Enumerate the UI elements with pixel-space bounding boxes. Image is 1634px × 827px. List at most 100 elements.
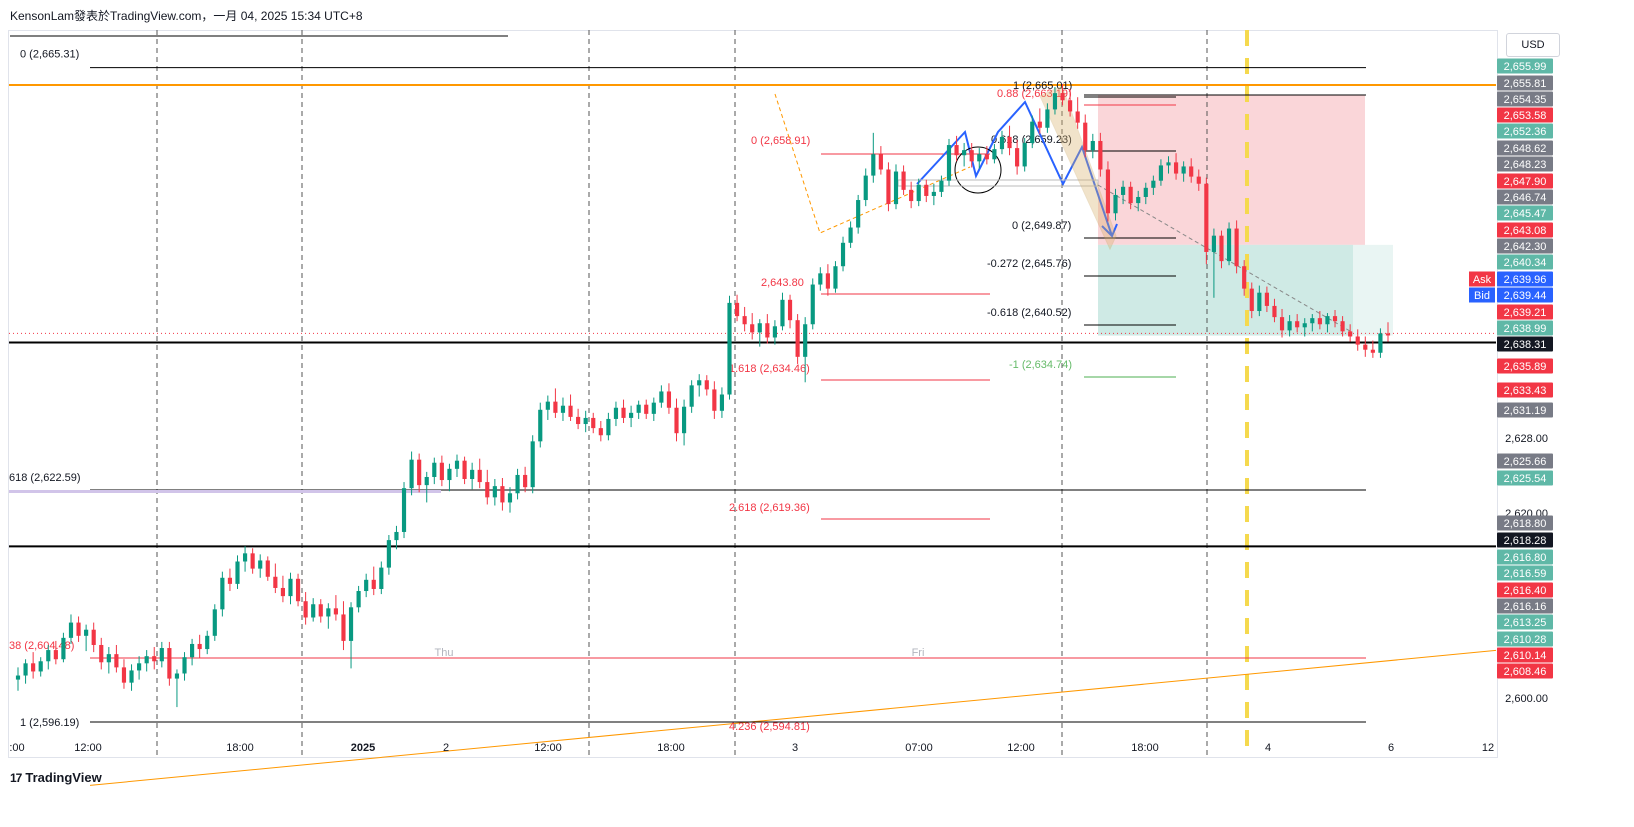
candle-body — [31, 663, 36, 672]
tradingview-logo[interactable]: 17 TradingView — [10, 770, 102, 785]
candle — [129, 664, 134, 691]
candle-body — [205, 635, 210, 650]
candle-body — [1234, 228, 1239, 267]
candle-body — [432, 462, 437, 477]
candle — [886, 162, 891, 212]
candle-body — [787, 299, 793, 321]
price-label: 2,646.74 — [1504, 192, 1547, 204]
candle-body — [901, 171, 906, 190]
candle — [1355, 329, 1360, 351]
candle — [750, 313, 755, 340]
candle — [598, 420, 603, 442]
candle — [250, 548, 255, 574]
candle — [1219, 230, 1224, 269]
price-label-bg — [1497, 254, 1553, 270]
candle — [417, 453, 422, 493]
x-tick-label-3: 2 — [443, 742, 449, 754]
price-label: 2,638.99 — [1504, 323, 1547, 335]
x-tick-label-4: 12:00 — [534, 742, 562, 754]
candle — [848, 221, 853, 248]
ask-tag: Ask — [1473, 274, 1492, 286]
candle-body — [295, 578, 301, 602]
candle-body — [931, 191, 936, 196]
trendline-bottom — [89, 649, 1497, 786]
candle-body — [818, 273, 823, 285]
candle-body — [757, 323, 762, 333]
price-label-bg — [1497, 58, 1553, 74]
candle — [1196, 169, 1201, 191]
price-label: 2,613.25 — [1504, 617, 1547, 629]
candle — [742, 306, 747, 332]
price-label-bg — [1497, 91, 1553, 107]
price-label-bg — [1497, 631, 1553, 647]
candle-body — [1332, 316, 1338, 322]
x-tick-label-10: 4 — [1265, 742, 1271, 754]
candle — [348, 602, 354, 669]
candle-body — [568, 405, 573, 417]
candle — [1052, 87, 1058, 115]
candle — [424, 471, 429, 503]
candle — [946, 138, 952, 186]
candle-body — [659, 391, 664, 403]
candle — [1105, 161, 1111, 222]
candle — [212, 604, 217, 641]
candle — [409, 451, 414, 496]
candle-body — [258, 560, 263, 569]
candle-body — [1257, 292, 1262, 312]
candle — [780, 292, 785, 331]
candle — [560, 397, 566, 421]
chart-header-title: KensonLam發表於TradingView.com，一月 04, 2025 … — [10, 9, 363, 23]
candle — [1302, 318, 1307, 337]
candle-body — [1068, 100, 1073, 112]
candle-body — [553, 401, 558, 413]
candle-body — [538, 409, 543, 442]
candle-body — [1030, 121, 1035, 144]
candle-body — [848, 227, 853, 243]
candle-body — [840, 242, 846, 267]
candle — [1310, 314, 1315, 332]
candle-body — [129, 670, 134, 683]
candle — [1249, 282, 1254, 319]
candle — [856, 194, 861, 234]
candle — [152, 647, 157, 670]
fib-mid-label-2: 1.618 (2,634.46) — [729, 363, 810, 375]
candle — [765, 314, 770, 344]
day-label-1: Fri — [912, 647, 925, 659]
candle-body — [1249, 288, 1254, 312]
price-label: 2,645.47 — [1504, 208, 1547, 220]
candle-body — [288, 578, 293, 597]
candle-body — [833, 266, 838, 289]
candle — [810, 278, 815, 330]
candle — [576, 408, 581, 430]
candle-body — [1242, 266, 1247, 289]
candle — [311, 598, 316, 622]
candle — [477, 458, 482, 489]
candle — [371, 566, 376, 596]
candle — [341, 601, 346, 651]
price-label: 2,631.19 — [1504, 405, 1547, 417]
fib-right-label-6: -1 (2,634.74) — [1009, 359, 1072, 371]
candle — [46, 644, 51, 670]
candle — [485, 469, 490, 505]
candle-body — [727, 302, 732, 395]
candle-body — [250, 553, 255, 569]
fib-left-label-2: 38 (2,604.48) — [9, 640, 74, 652]
candle — [1166, 156, 1171, 174]
candle-body — [886, 169, 891, 205]
candle-body — [235, 561, 240, 584]
candle — [1287, 315, 1292, 337]
currency-selector[interactable]: USD — [1506, 33, 1560, 57]
price-label: 2,639.96 — [1504, 274, 1547, 286]
candle — [1363, 336, 1368, 357]
arrow-head-icon — [1101, 223, 1118, 238]
price-label-bg — [1497, 647, 1553, 663]
price-label: 2,643.08 — [1504, 225, 1547, 237]
price-label: 2,648.23 — [1504, 159, 1547, 171]
candle-body — [1295, 321, 1300, 328]
candle-body — [137, 663, 142, 671]
price-label: 2,633.43 — [1504, 385, 1547, 397]
candle — [1204, 177, 1209, 265]
candle — [1317, 311, 1322, 330]
candle-body — [1310, 318, 1315, 324]
